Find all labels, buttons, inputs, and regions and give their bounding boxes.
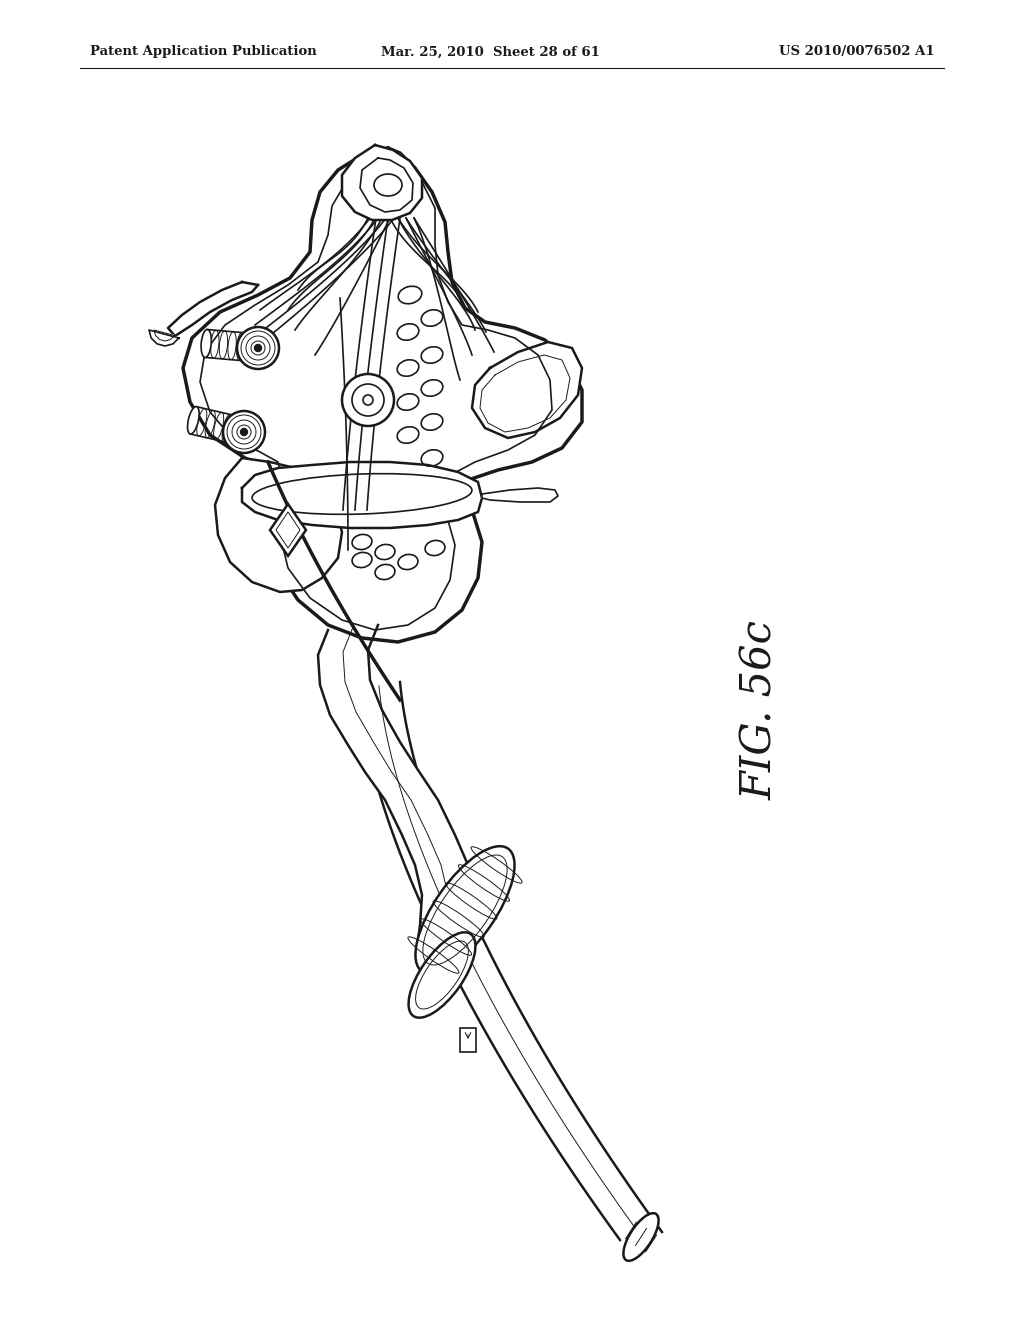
Ellipse shape bbox=[374, 174, 402, 195]
Polygon shape bbox=[342, 145, 422, 220]
Polygon shape bbox=[472, 342, 582, 438]
Ellipse shape bbox=[409, 932, 475, 1018]
Ellipse shape bbox=[624, 1213, 658, 1261]
Circle shape bbox=[255, 345, 261, 351]
Text: US 2010/0076502 A1: US 2010/0076502 A1 bbox=[779, 45, 935, 58]
Text: Mar. 25, 2010  Sheet 28 of 61: Mar. 25, 2010 Sheet 28 of 61 bbox=[381, 45, 599, 58]
Ellipse shape bbox=[416, 846, 514, 974]
Circle shape bbox=[362, 395, 373, 405]
Polygon shape bbox=[358, 682, 662, 1239]
Polygon shape bbox=[482, 488, 558, 502]
Polygon shape bbox=[154, 330, 174, 341]
Polygon shape bbox=[360, 158, 413, 213]
Ellipse shape bbox=[237, 327, 279, 370]
Polygon shape bbox=[215, 458, 342, 591]
Ellipse shape bbox=[223, 411, 265, 453]
Polygon shape bbox=[168, 282, 258, 337]
Polygon shape bbox=[318, 624, 475, 954]
Text: Patent Application Publication: Patent Application Publication bbox=[90, 45, 316, 58]
Text: FIG. 56c: FIG. 56c bbox=[739, 620, 781, 800]
Polygon shape bbox=[183, 148, 582, 642]
Polygon shape bbox=[150, 330, 179, 346]
Circle shape bbox=[342, 374, 394, 426]
Polygon shape bbox=[242, 462, 482, 528]
Ellipse shape bbox=[187, 407, 199, 434]
Circle shape bbox=[241, 429, 248, 436]
Polygon shape bbox=[460, 1028, 476, 1052]
Ellipse shape bbox=[201, 330, 211, 358]
Polygon shape bbox=[270, 504, 306, 556]
